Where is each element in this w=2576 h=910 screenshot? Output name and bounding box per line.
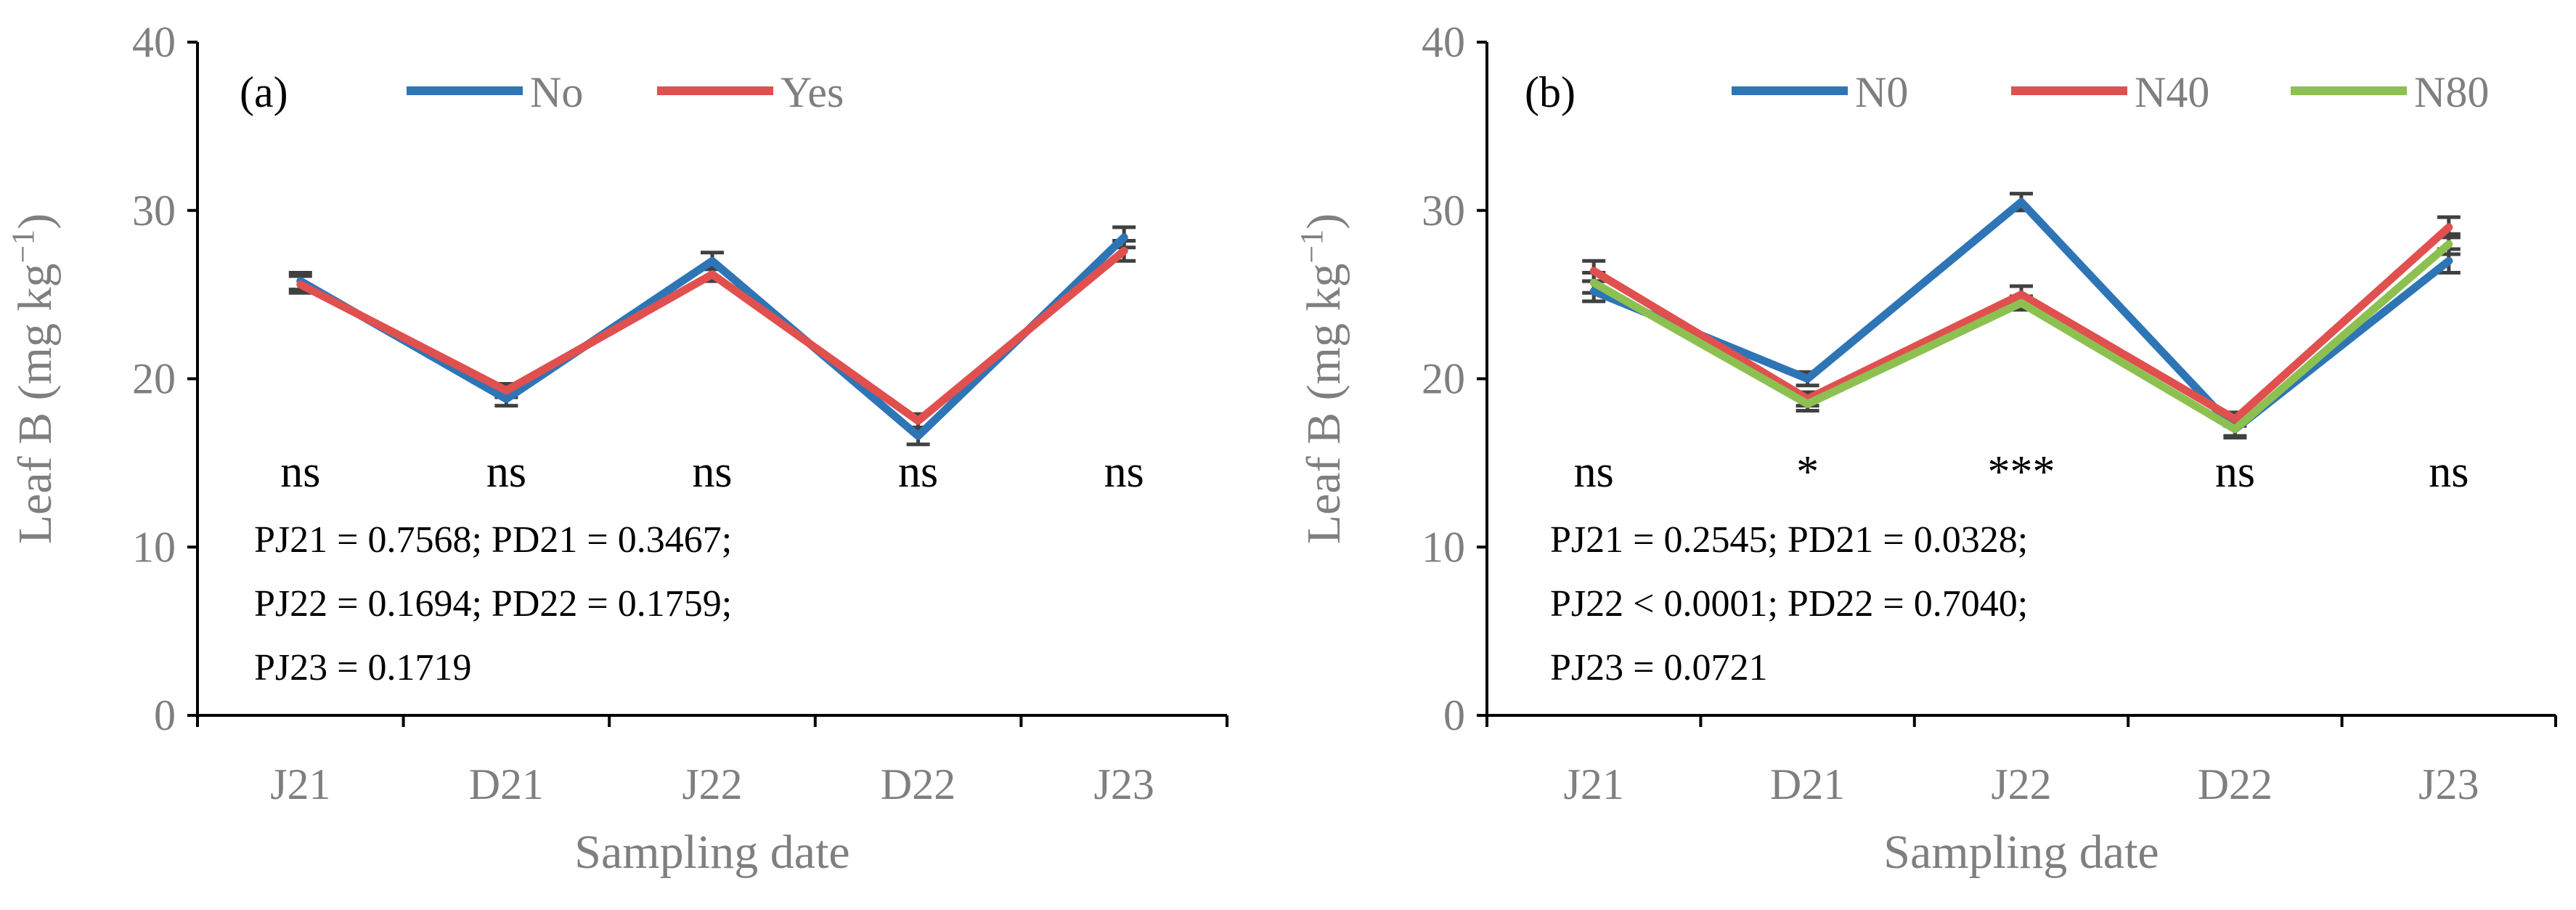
x-tick-label: J23 [2418, 760, 2479, 808]
data-point-yes [298, 282, 303, 287]
y-axis-title: Leaf B (mg kg−1) [5, 214, 62, 545]
y-tick-label: 10 [1422, 523, 1465, 571]
y-tick-label: 20 [132, 355, 176, 403]
y-tick-label: 40 [132, 18, 176, 66]
data-point-no [504, 397, 509, 402]
data-point-n0 [1805, 376, 1810, 381]
significance-label: ns [486, 447, 526, 497]
x-tick-label: D22 [881, 760, 955, 808]
significance-label: ns [692, 447, 732, 497]
significance-label: ns [1574, 447, 1614, 497]
x-tick-label: J23 [1094, 760, 1154, 808]
series-line-n80 [1589, 240, 2453, 434]
significance-label: * [1796, 447, 1819, 497]
x-axis-title: Sampling date [1883, 826, 2159, 879]
y-tick-label: 30 [132, 187, 176, 235]
legend-label-yes: Yes [780, 68, 844, 116]
data-point-n40 [2019, 292, 2023, 297]
x-tick-label: D21 [1770, 760, 1845, 808]
y-tick-label: 0 [1443, 691, 1465, 739]
y-tick-label: 30 [1422, 187, 1465, 235]
data-point-no [710, 259, 714, 264]
data-point-n40 [1591, 269, 1597, 274]
legend-label-no: No [530, 68, 583, 116]
data-point-n80 [2446, 242, 2451, 247]
x-tick-label: J22 [1991, 760, 2051, 808]
x-tick-label: D21 [469, 760, 544, 808]
data-point-n0 [1591, 288, 1597, 293]
data-point-n80 [2233, 427, 2238, 432]
chart-panel-a: 0 10 20 30 40 J21 D21 J22 D22 J23 Sampling date Lea… [5, 18, 1228, 879]
chart-panel-b: 0 10 20 30 40 J21 D21 J22 D22 J23 Sampling date Lea… [1294, 18, 2557, 879]
y-axis-title: Leaf B (mg kg−1) [1294, 214, 1350, 545]
data-point-yes [504, 388, 509, 393]
significance-label: ns [280, 447, 320, 497]
x-tick-label: J21 [1564, 760, 1624, 808]
y-axis-title-close: ) [9, 214, 62, 229]
significance-label: ns [1104, 447, 1144, 497]
data-point-yes [1122, 248, 1127, 253]
x-tick-label: J22 [682, 760, 742, 808]
significance-label: ns [898, 447, 938, 497]
panel-label: (b) [1525, 68, 1576, 116]
stats-line: PJ22 = 0.1694; PD22 = 0.1759; [254, 583, 732, 625]
data-point-yes [710, 272, 714, 277]
data-point-n80 [1591, 280, 1597, 285]
legend-label-n0: N0 [1855, 68, 1908, 116]
y-tick-label: 40 [1422, 18, 1465, 66]
x-tick-label: J21 [270, 760, 330, 808]
y-tick-label: 10 [132, 523, 176, 571]
significance-label: ns [2429, 447, 2469, 497]
y-axis-title-superscript: −1 [5, 229, 41, 264]
series-line-n0 [1589, 198, 2453, 434]
data-point-no [916, 434, 921, 439]
stats-line: PJ22 < 0.0001; PD22 = 0.7040; [1550, 583, 2028, 625]
panel-label: (a) [240, 68, 288, 116]
y-axis-title-superscript: −1 [1294, 229, 1329, 264]
y-tick-label: 0 [154, 691, 176, 739]
significance-label: ns [2215, 447, 2255, 497]
stats-line: PJ23 = 0.0721 [1550, 647, 1767, 688]
data-point-n80 [2019, 301, 2023, 306]
data-point-no [1122, 235, 1127, 240]
data-point-n0 [2446, 259, 2451, 264]
legend-label-n80: N80 [2414, 68, 2489, 116]
data-point-n80 [1805, 402, 1810, 407]
data-point-n0 [2019, 200, 2023, 205]
y-axis-title-main: Leaf B (mg kg [9, 264, 62, 545]
data-point-n40 [2233, 417, 2238, 422]
data-point-n40 [2446, 224, 2451, 229]
y-axis-title-main: Leaf B (mg kg [1297, 264, 1350, 545]
y-tick-label: 20 [1422, 355, 1465, 403]
data-point-yes [916, 418, 921, 423]
stats-line: PJ21 = 0.7568; PD21 = 0.3467; [254, 519, 732, 561]
series-line-n40 [1589, 223, 2453, 423]
x-axis-title: Sampling date [574, 826, 849, 879]
stats-line: PJ21 = 0.2545; PD21 = 0.0328; [1550, 519, 2028, 561]
y-axis-title-close: ) [1297, 214, 1350, 229]
significance-label: *** [1988, 447, 2055, 497]
x-tick-label: D22 [2198, 760, 2273, 808]
legend-label-n40: N40 [2135, 68, 2209, 116]
stats-line: PJ23 = 0.1719 [254, 647, 471, 688]
